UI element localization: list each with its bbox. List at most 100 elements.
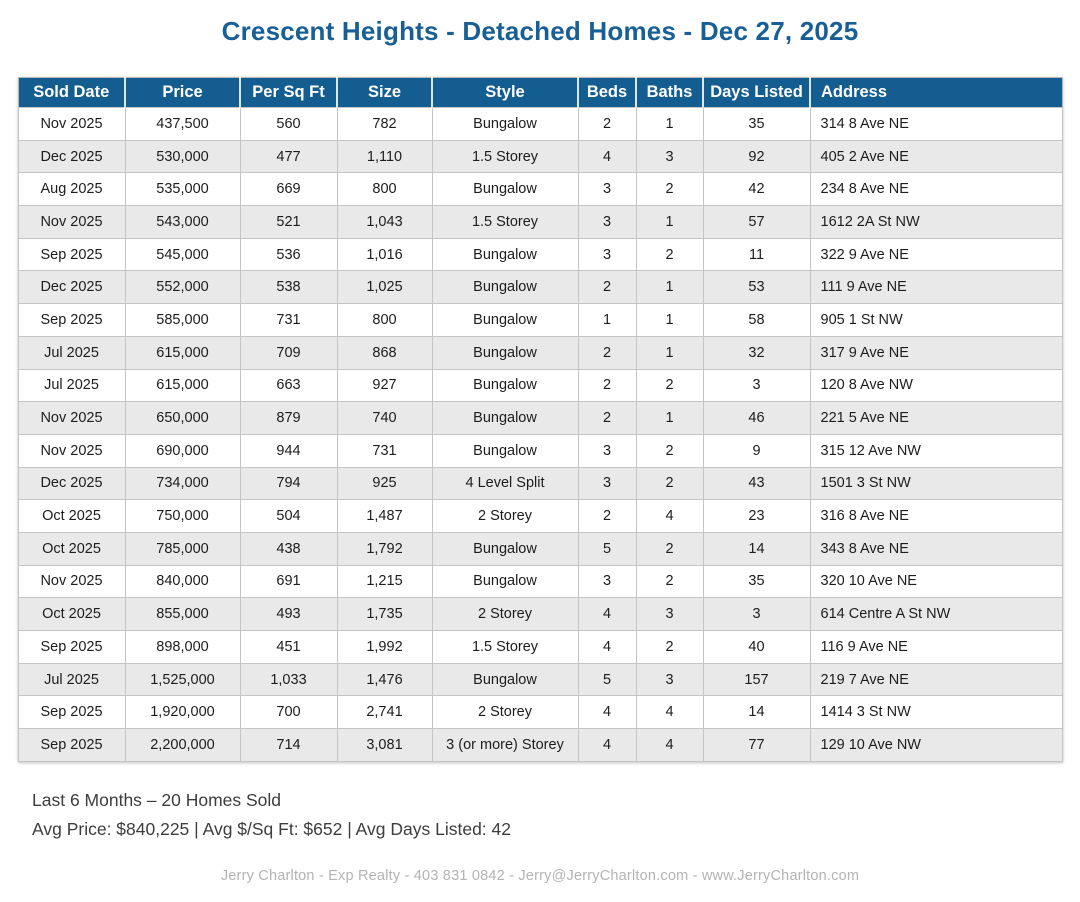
cell-style: 1.5 Storey bbox=[431, 630, 579, 664]
cell-style: 4 Level Split bbox=[431, 466, 579, 501]
cell-baths: 4 bbox=[635, 499, 704, 533]
header-row: Sold Date Price Per Sq Ft Size Style Bed… bbox=[18, 77, 1062, 108]
cell-size: 1,215 bbox=[336, 564, 433, 599]
cell-baths: 1 bbox=[635, 303, 704, 337]
cell-address: 315 12 Ave NW bbox=[809, 433, 1063, 468]
cell-style: Bungalow bbox=[431, 531, 579, 566]
cell-sold-date: Nov 2025 bbox=[17, 401, 126, 435]
cell-beds: 2 bbox=[577, 401, 637, 435]
table-row: Nov 2025 543,000 521 1,043 1.5 Storey 3 1 57 161… bbox=[17, 205, 1063, 239]
cell-address: 116 9 Ave NE bbox=[809, 630, 1063, 664]
cell-size: 1,016 bbox=[336, 237, 433, 272]
cell-beds: 5 bbox=[577, 531, 637, 566]
cell-baths: 1 bbox=[635, 401, 704, 435]
sold-homes-table: Sold Date Price Per Sq Ft Size Style Bed… bbox=[17, 77, 1063, 762]
cell-per-sq-ft: 944 bbox=[239, 433, 338, 468]
col-header-per-sq-ft: Per Sq Ft bbox=[239, 77, 337, 108]
cell-days-listed: 43 bbox=[702, 466, 811, 501]
cell-sold-date: Nov 2025 bbox=[17, 107, 126, 141]
cell-sold-date: Oct 2025 bbox=[17, 531, 126, 566]
cell-days-listed: 3 bbox=[702, 597, 811, 631]
cell-style: Bungalow bbox=[431, 564, 579, 599]
cell-size: 731 bbox=[336, 433, 433, 468]
cell-per-sq-ft: 1,033 bbox=[239, 662, 338, 697]
cell-size: 740 bbox=[336, 401, 433, 435]
cell-price: 615,000 bbox=[124, 335, 241, 370]
cell-days-listed: 32 bbox=[702, 335, 811, 370]
cell-beds: 3 bbox=[577, 172, 637, 207]
cell-per-sq-ft: 714 bbox=[239, 728, 338, 762]
table-row: Sep 2025 2,200,000 714 3,081 3 (or more) Sto… bbox=[17, 728, 1063, 762]
cell-beds: 4 bbox=[577, 630, 637, 664]
cell-sold-date: Sep 2025 bbox=[17, 630, 126, 664]
cell-size: 927 bbox=[336, 368, 433, 403]
col-header-price: Price bbox=[124, 77, 240, 108]
cell-sold-date: Jul 2025 bbox=[17, 368, 126, 403]
cell-baths: 2 bbox=[635, 237, 704, 272]
cell-days-listed: 35 bbox=[702, 107, 811, 141]
cell-style: Bungalow bbox=[431, 172, 579, 207]
table-row: Sep 2025 585,000 731 800 Bungalow 1 1 58 905 1 S… bbox=[17, 303, 1063, 337]
cell-address: 317 9 Ave NE bbox=[809, 335, 1063, 370]
cell-price: 750,000 bbox=[124, 499, 241, 533]
cell-per-sq-ft: 521 bbox=[239, 205, 338, 239]
cell-sold-date: Jul 2025 bbox=[17, 662, 126, 697]
cell-baths: 3 bbox=[635, 139, 704, 174]
cell-days-listed: 77 bbox=[702, 728, 811, 762]
cell-sold-date: Jul 2025 bbox=[17, 335, 126, 370]
cell-address: 343 8 Ave NE bbox=[809, 531, 1063, 566]
cell-price: 545,000 bbox=[124, 237, 241, 272]
cell-style: 2 Storey bbox=[431, 695, 579, 730]
table-row: Sep 2025 545,000 536 1,016 Bungalow 3 2 11 322 9… bbox=[17, 237, 1063, 272]
cell-price: 1,525,000 bbox=[124, 662, 241, 697]
col-header-days-listed: Days Listed bbox=[702, 77, 810, 108]
cell-size: 1,025 bbox=[336, 270, 433, 305]
cell-per-sq-ft: 438 bbox=[239, 531, 338, 566]
footer-contact: Jerry Charlton - Exp Realty - 403 831 08… bbox=[220, 867, 860, 884]
cell-days-listed: 23 bbox=[702, 499, 811, 533]
cell-beds: 2 bbox=[577, 499, 637, 533]
cell-price: 840,000 bbox=[124, 564, 241, 599]
cell-per-sq-ft: 560 bbox=[239, 107, 338, 141]
summary-block: Last 6 Months – 20 Homes Sold Avg Price:… bbox=[32, 786, 1080, 844]
cell-per-sq-ft: 663 bbox=[239, 368, 338, 403]
cell-baths: 4 bbox=[635, 695, 704, 730]
cell-size: 1,735 bbox=[336, 597, 433, 631]
table-row: Dec 2025 552,000 538 1,025 Bungalow 2 1 53 111 9… bbox=[17, 270, 1063, 305]
cell-address: 614 Centre A St NW bbox=[809, 597, 1063, 631]
cell-price: 585,000 bbox=[124, 303, 241, 337]
table-row: Aug 2025 535,000 669 800 Bungalow 3 2 42 234 8 A… bbox=[17, 172, 1063, 207]
cell-style: Bungalow bbox=[431, 107, 579, 141]
cell-address: 905 1 St NW bbox=[809, 303, 1063, 337]
cell-style: Bungalow bbox=[431, 401, 579, 435]
cell-beds: 4 bbox=[577, 728, 637, 762]
cell-style: Bungalow bbox=[431, 433, 579, 468]
cell-per-sq-ft: 536 bbox=[239, 237, 338, 272]
cell-per-sq-ft: 731 bbox=[239, 303, 338, 337]
cell-sold-date: Dec 2025 bbox=[17, 466, 126, 501]
cell-style: Bungalow bbox=[431, 368, 579, 403]
cell-sold-date: Oct 2025 bbox=[17, 499, 126, 533]
cell-price: 734,000 bbox=[124, 466, 241, 501]
cell-days-listed: 157 bbox=[702, 662, 811, 697]
cell-style: Bungalow bbox=[431, 303, 579, 337]
cell-sold-date: Dec 2025 bbox=[17, 139, 126, 174]
cell-beds: 1 bbox=[577, 303, 637, 337]
cell-address: 1501 3 St NW bbox=[809, 466, 1063, 501]
table-row: Jul 2025 615,000 709 868 Bungalow 2 1 32 317 9 A… bbox=[17, 335, 1063, 370]
cell-baths: 2 bbox=[635, 433, 704, 468]
cell-sold-date: Nov 2025 bbox=[17, 433, 126, 468]
cell-per-sq-ft: 504 bbox=[239, 499, 338, 533]
cell-baths: 2 bbox=[635, 564, 704, 599]
cell-baths: 1 bbox=[635, 107, 704, 141]
cell-style: Bungalow bbox=[431, 270, 579, 305]
cell-sold-date: Sep 2025 bbox=[17, 728, 126, 762]
table-header: Sold Date Price Per Sq Ft Size Style Bed… bbox=[18, 77, 1062, 108]
table-row: Dec 2025 530,000 477 1,110 1.5 Storey 4 3 92 405… bbox=[17, 139, 1063, 174]
cell-per-sq-ft: 709 bbox=[239, 335, 338, 370]
cell-baths: 1 bbox=[635, 205, 704, 239]
table-row: Oct 2025 855,000 493 1,735 2 Storey 4 3 3 614 Ce… bbox=[17, 597, 1063, 631]
table-row: Oct 2025 785,000 438 1,792 Bungalow 5 2 14 343 8… bbox=[17, 531, 1063, 566]
cell-days-listed: 58 bbox=[702, 303, 811, 337]
